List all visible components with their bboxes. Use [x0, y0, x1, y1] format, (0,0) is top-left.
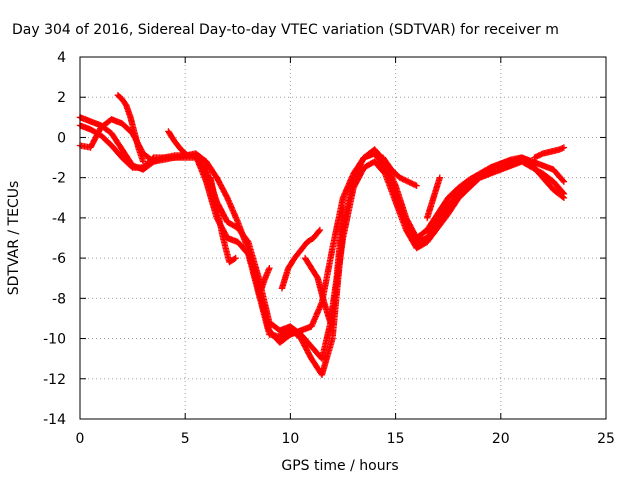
y-axis-title: SDTVAR / TECUs — [6, 181, 22, 296]
x-tick-label: 15 — [387, 431, 405, 447]
series-marker-trace — [207, 174, 239, 266]
y-tick-label: 2 — [57, 90, 66, 106]
x-tick-label: 5 — [181, 431, 190, 447]
y-tick-label: 4 — [57, 50, 66, 66]
x-tick-label: 10 — [281, 431, 299, 447]
series-marker-trace — [379, 154, 420, 189]
x-axis-title: GPS time / hours — [281, 458, 398, 474]
y-tick-label: -4 — [52, 211, 66, 227]
grid — [80, 57, 606, 419]
y-tick-labels: 4 2 0 -2 -4 -6 -8 -10 -12 -14 — [43, 50, 66, 428]
series-marker-trace — [531, 144, 568, 161]
series-8 — [257, 265, 273, 294]
series-7 — [278, 226, 324, 292]
series-5 — [165, 128, 191, 159]
series-11 — [424, 174, 443, 222]
y-tick-label: -2 — [52, 171, 66, 187]
y-tick-label: -12 — [43, 372, 66, 388]
series-marker-trace — [76, 116, 568, 378]
x-tick-label: 25 — [597, 431, 615, 447]
y-tick-label: -8 — [52, 291, 66, 307]
series-9 — [301, 204, 347, 326]
axis-ticks — [79, 56, 607, 420]
series-6 — [207, 174, 239, 266]
series-marker-trace — [165, 128, 191, 159]
series-12 — [531, 144, 568, 161]
series-3 — [76, 116, 568, 378]
x-tick-label: 20 — [492, 431, 510, 447]
series-marker-trace — [114, 92, 147, 165]
y-tick-label: -14 — [43, 412, 66, 428]
chart-title: Day 304 of 2016, Sidereal Day-to-day VTE… — [12, 22, 559, 38]
y-tick-label: -6 — [52, 251, 66, 267]
x-tick-labels: 0 5 10 15 20 25 — [76, 431, 615, 447]
y-tick-label: 0 — [57, 130, 66, 146]
x-tick-label: 0 — [76, 431, 85, 447]
series-marker-trace — [257, 265, 273, 294]
data-marks — [76, 92, 568, 378]
series-10 — [379, 154, 420, 189]
series-marker-trace — [301, 204, 347, 326]
series-marker-trace — [278, 226, 324, 292]
plot-frame — [79, 56, 607, 420]
series-4 — [114, 92, 147, 165]
series-marker-trace — [424, 174, 443, 222]
y-tick-label: -10 — [43, 332, 66, 348]
